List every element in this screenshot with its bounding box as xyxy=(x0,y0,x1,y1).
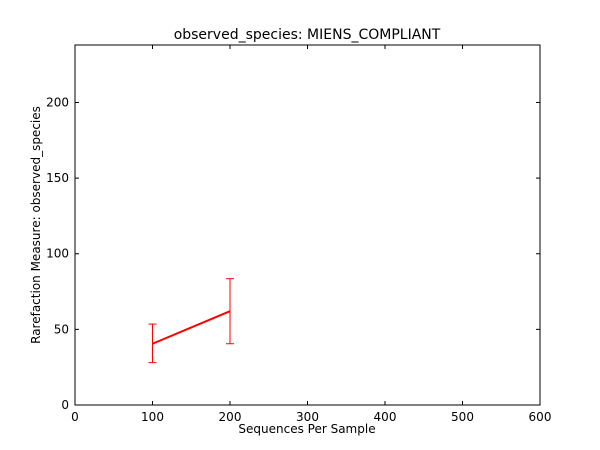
y-tick-label: 0 xyxy=(61,398,69,412)
x-tick-label: 600 xyxy=(529,410,552,424)
y-tick-label: 200 xyxy=(46,95,69,109)
plot-frame xyxy=(74,44,541,406)
x-tick-label: 300 xyxy=(296,410,319,424)
y-tick-label: 50 xyxy=(54,322,69,336)
x-tick-label: 500 xyxy=(451,410,474,424)
x-tick-label: 400 xyxy=(374,410,397,424)
data-marks xyxy=(148,278,234,364)
axis-ticks: 0 100 200 300 400 500 600 0 50 100 150 200 xyxy=(46,45,551,424)
chart-title: observed_species: MIENS_COMPLIANT xyxy=(174,27,441,43)
x-tick-label: 200 xyxy=(219,410,242,424)
y-tick-label: 100 xyxy=(46,247,69,261)
x-axis-label: Sequences Per Sample xyxy=(238,422,375,436)
y-tick-label: 150 xyxy=(46,171,69,185)
y-axis-label: Rarefaction Measure: observed_species xyxy=(29,106,43,344)
series-line xyxy=(152,310,231,345)
x-tick-label: 100 xyxy=(141,410,164,424)
plot-area xyxy=(74,44,541,406)
x-tick-label: 0 xyxy=(71,410,79,424)
